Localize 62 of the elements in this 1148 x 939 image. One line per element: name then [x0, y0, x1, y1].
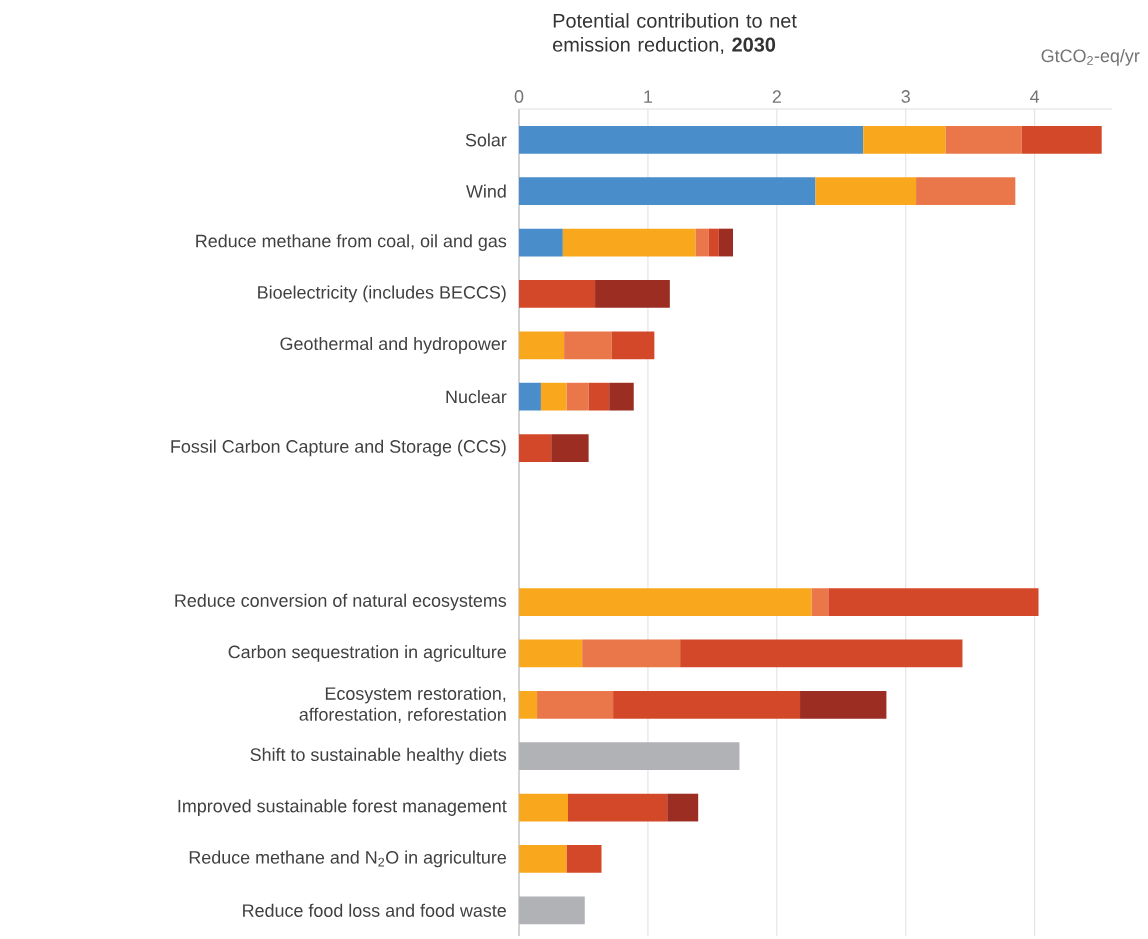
bar: [519, 690, 538, 719]
x-tick-label: 1: [644, 90, 653, 103]
bar: [566, 845, 602, 873]
bar: [519, 177, 816, 206]
bar: [1021, 125, 1102, 154]
y-tick-label: Fossil Carbon Capture and Storage (CCS): [171, 439, 506, 457]
bar: [519, 434, 552, 462]
y-tick-label: Bioelectricity (includes BECCS): [258, 285, 506, 303]
bar: [519, 845, 567, 873]
y-tick-label: Reduce methane from coal, oil and gas: [196, 234, 507, 251]
bar: [863, 125, 946, 154]
bar: [537, 690, 614, 719]
bar: [828, 588, 1039, 616]
bar: [519, 280, 596, 308]
y-tick-label: Reduce food loss and food waste: [243, 903, 506, 917]
y-tick-label: Reduce methane and N$_{2}$O in agriculture: [189, 850, 506, 868]
bar: [551, 434, 589, 462]
bar: [695, 228, 709, 257]
bar: [588, 382, 610, 411]
bar: [595, 280, 670, 308]
y-tick-label: Reduce conversion of natural ecosystems: [175, 593, 507, 611]
bar: [667, 793, 699, 822]
bar: [916, 177, 1016, 206]
bar: [519, 588, 812, 616]
chart-title: Potential contribution to net emission reduction, 2030: [553, 13, 797, 55]
bar: [519, 793, 568, 822]
y-tick-label: Carbon sequestration in agriculture: [228, 645, 506, 662]
bar: [811, 588, 829, 616]
y-tick-label: Ecosystem restoration, afforestation, reforestation: [299, 686, 506, 723]
bar: [613, 690, 801, 719]
y-tick-label: Nuclear: [446, 390, 507, 404]
y-tick-label: Improved sustainable forest management: [178, 799, 507, 816]
bar: [564, 331, 612, 360]
y-tick-label: Solar: [465, 133, 507, 147]
bar: [540, 382, 567, 411]
bar: [680, 639, 963, 668]
bar: [519, 742, 740, 771]
bar: [562, 228, 696, 257]
x-tick-label: 4: [1030, 90, 1040, 103]
bar: [566, 382, 589, 411]
x-tick-label: 3: [901, 90, 910, 103]
bar: [519, 896, 585, 925]
bar: [945, 125, 1022, 154]
bar: [800, 690, 887, 719]
x-axis-title: GtCO$_{2}$-eq/yr: [1041, 48, 1140, 66]
x-tick-label: 0: [514, 90, 524, 103]
bar: [815, 177, 917, 206]
bar: [519, 639, 583, 668]
x-tick-label: 2: [772, 90, 781, 103]
bar: [611, 331, 655, 360]
bar: [519, 382, 541, 411]
bar: [582, 639, 681, 668]
bar: [708, 228, 719, 257]
y-tick-label: Geothermal and hydropower: [280, 336, 507, 354]
bar: [519, 125, 864, 154]
y-tick-label: Shift to sustainable healthy diets: [250, 747, 507, 765]
bar: [609, 382, 634, 411]
bar: [519, 228, 563, 257]
y-tick-label: Wind: [466, 184, 506, 198]
bar: [718, 228, 733, 257]
bar: [567, 793, 668, 822]
bar: [519, 331, 565, 360]
